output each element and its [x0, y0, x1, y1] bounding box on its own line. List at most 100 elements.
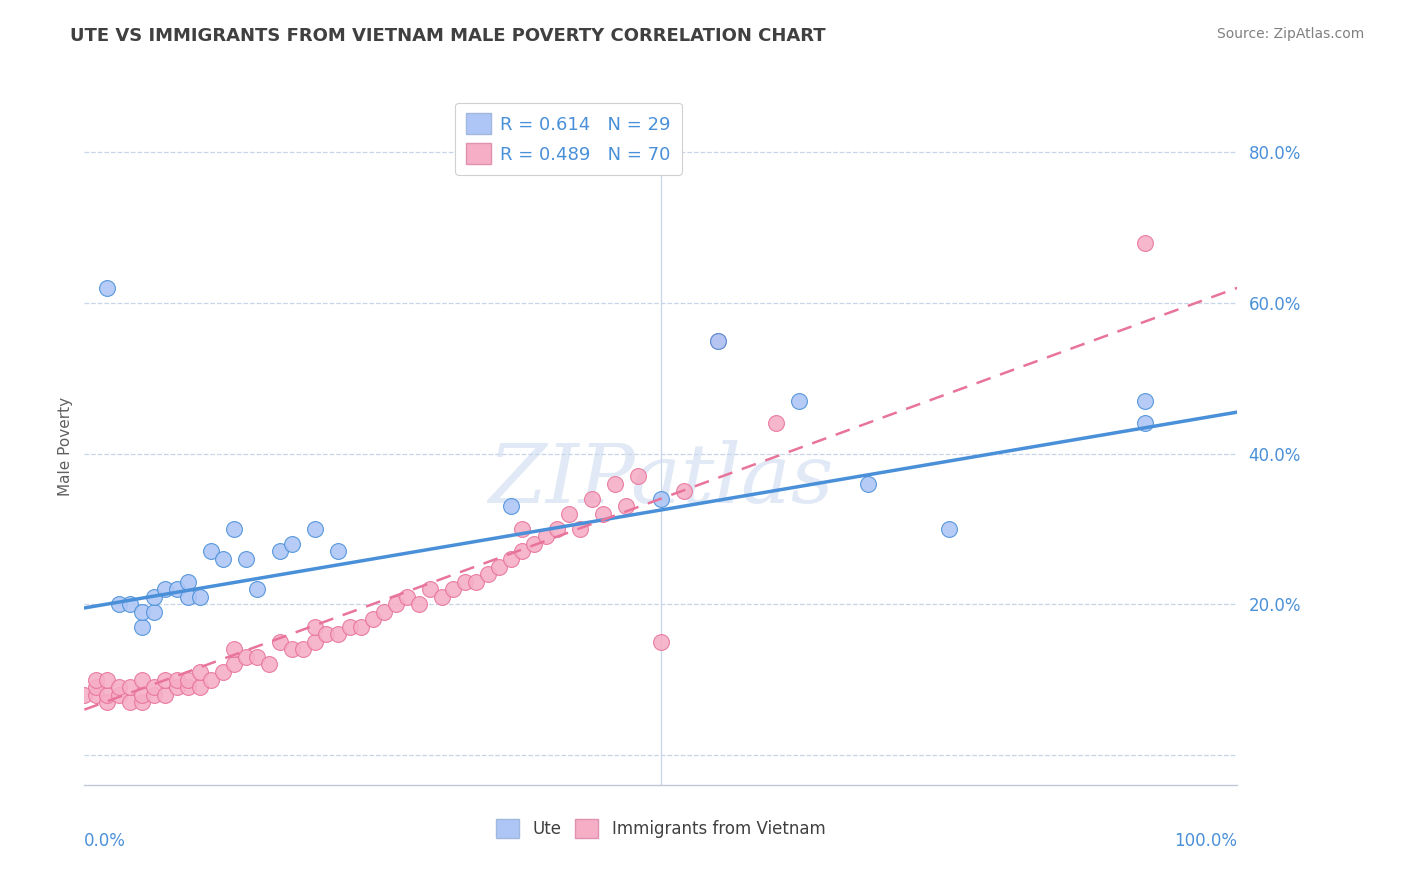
- Point: [350, 620, 373, 634]
- Point: [499, 552, 522, 566]
- Point: [326, 544, 349, 558]
- Point: [131, 688, 153, 702]
- Point: [707, 334, 730, 348]
- Point: [246, 649, 269, 664]
- Point: [200, 673, 222, 687]
- Point: [142, 688, 165, 702]
- Point: [441, 582, 464, 596]
- Point: [188, 590, 211, 604]
- Point: [269, 544, 291, 558]
- Point: [84, 680, 107, 694]
- Point: [614, 500, 637, 514]
- Point: [419, 582, 441, 596]
- Point: [120, 695, 142, 709]
- Text: 0.0%: 0.0%: [84, 832, 127, 850]
- Point: [1133, 393, 1156, 408]
- Point: [269, 635, 291, 649]
- Point: [650, 491, 672, 506]
- Point: [177, 574, 200, 589]
- Text: Source: ZipAtlas.com: Source: ZipAtlas.com: [1216, 27, 1364, 41]
- Point: [488, 559, 510, 574]
- Point: [304, 620, 326, 634]
- Point: [108, 597, 131, 611]
- Point: [787, 393, 810, 408]
- Point: [96, 281, 118, 295]
- Text: UTE VS IMMIGRANTS FROM VIETNAM MALE POVERTY CORRELATION CHART: UTE VS IMMIGRANTS FROM VIETNAM MALE POVE…: [70, 27, 825, 45]
- Point: [326, 627, 349, 641]
- Point: [166, 673, 188, 687]
- Point: [938, 522, 960, 536]
- Point: [315, 627, 337, 641]
- Point: [1133, 417, 1156, 431]
- Point: [153, 673, 176, 687]
- Point: [603, 476, 626, 491]
- Point: [454, 574, 477, 589]
- Point: [166, 582, 188, 596]
- Point: [581, 491, 603, 506]
- Point: [96, 688, 118, 702]
- Point: [177, 680, 200, 694]
- Point: [1133, 235, 1156, 250]
- Text: 100.0%: 100.0%: [1174, 832, 1237, 850]
- Point: [235, 552, 257, 566]
- Point: [188, 665, 211, 679]
- Point: [523, 537, 546, 551]
- Point: [396, 590, 419, 604]
- Point: [84, 673, 107, 687]
- Point: [200, 544, 222, 558]
- Point: [557, 507, 579, 521]
- Point: [142, 605, 165, 619]
- Point: [235, 649, 257, 664]
- Point: [96, 673, 118, 687]
- Point: [627, 469, 650, 483]
- Point: [73, 688, 96, 702]
- Point: [339, 620, 361, 634]
- Point: [142, 590, 165, 604]
- Point: [499, 500, 522, 514]
- Point: [131, 620, 153, 634]
- Point: [211, 665, 233, 679]
- Point: [120, 597, 142, 611]
- Point: [224, 522, 246, 536]
- Point: [672, 484, 695, 499]
- Point: [246, 582, 269, 596]
- Point: [569, 522, 592, 536]
- Legend: Ute, Immigrants from Vietnam: Ute, Immigrants from Vietnam: [489, 812, 832, 845]
- Point: [108, 688, 131, 702]
- Point: [177, 673, 200, 687]
- Point: [281, 537, 304, 551]
- Point: [361, 612, 384, 626]
- Point: [96, 695, 118, 709]
- Point: [224, 657, 246, 672]
- Point: [707, 334, 730, 348]
- Point: [108, 680, 131, 694]
- Point: [142, 680, 165, 694]
- Point: [224, 642, 246, 657]
- Point: [384, 597, 406, 611]
- Point: [465, 574, 488, 589]
- Point: [765, 417, 787, 431]
- Point: [592, 507, 614, 521]
- Point: [304, 522, 326, 536]
- Point: [304, 635, 326, 649]
- Point: [546, 522, 568, 536]
- Point: [281, 642, 304, 657]
- Point: [84, 688, 107, 702]
- Point: [211, 552, 233, 566]
- Point: [153, 688, 176, 702]
- Point: [131, 695, 153, 709]
- Point: [292, 642, 315, 657]
- Y-axis label: Male Poverty: Male Poverty: [58, 396, 73, 496]
- Point: [166, 680, 188, 694]
- Point: [512, 522, 534, 536]
- Point: [408, 597, 430, 611]
- Point: [153, 582, 176, 596]
- Point: [477, 567, 499, 582]
- Point: [257, 657, 280, 672]
- Text: ZIPatlas: ZIPatlas: [488, 440, 834, 520]
- Point: [177, 590, 200, 604]
- Point: [534, 529, 557, 543]
- Point: [650, 635, 672, 649]
- Point: [131, 673, 153, 687]
- Point: [858, 476, 880, 491]
